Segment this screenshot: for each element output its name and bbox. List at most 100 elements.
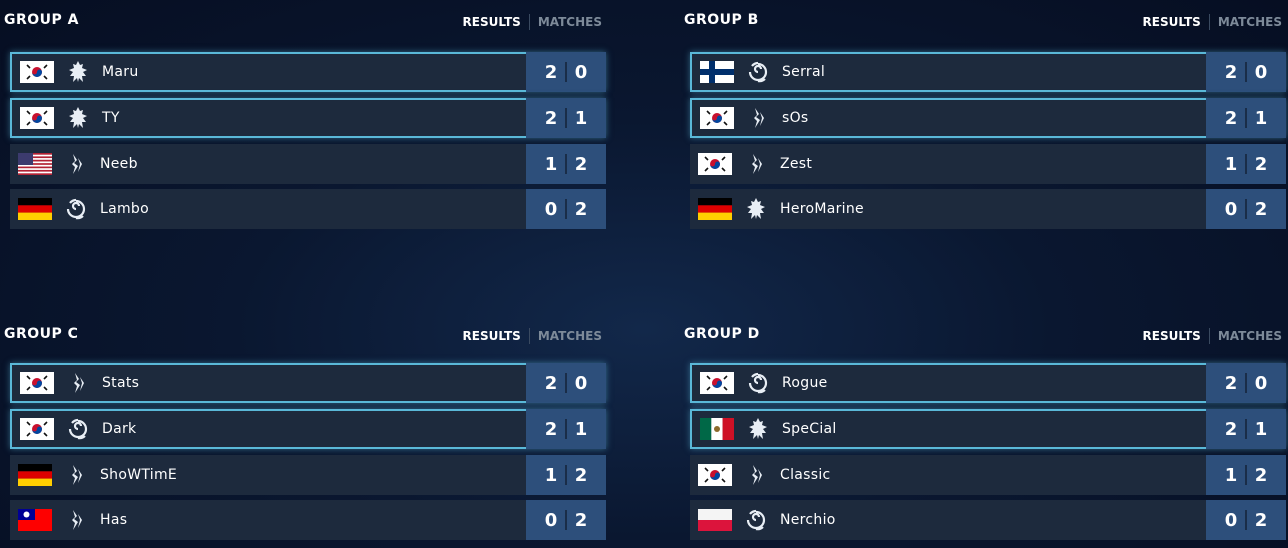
group-title: GROUP C <box>4 326 79 342</box>
losses: 2 <box>1254 464 1268 486</box>
flag-kr-icon <box>700 107 734 129</box>
tab-matches[interactable]: MATCHES <box>537 15 602 29</box>
terran-race-icon <box>744 197 768 221</box>
losses: 2 <box>574 464 588 486</box>
player-row[interactable]: HeroMarine 0 2 <box>690 189 1286 229</box>
tab-divider <box>528 328 530 344</box>
match-score: 1 2 <box>1206 455 1286 495</box>
tab-results[interactable]: RESULTS <box>462 329 521 343</box>
view-tabs: RESULTS MATCHES <box>455 328 602 344</box>
player-name[interactable]: Stats <box>102 375 140 391</box>
player-name[interactable]: Maru <box>102 64 139 80</box>
group-title: GROUP D <box>684 326 760 342</box>
tab-results[interactable]: RESULTS <box>1142 329 1201 343</box>
player-name[interactable]: SpeCial <box>782 421 837 437</box>
flag-kr-icon <box>20 372 54 394</box>
group-c: GROUP C RESULTS MATCHES Stats 2 0 Dark 2… <box>4 318 606 540</box>
group-title: GROUP A <box>4 12 80 28</box>
score-divider <box>565 154 567 174</box>
score-divider <box>565 373 567 393</box>
losses: 1 <box>574 107 588 129</box>
player-row[interactable]: Stats 2 0 <box>10 363 606 403</box>
score-divider <box>1245 154 1247 174</box>
player-name[interactable]: Rogue <box>782 375 828 391</box>
protoss-race-icon <box>746 106 770 130</box>
score-divider <box>1245 62 1247 82</box>
player-name[interactable]: Dark <box>102 421 137 437</box>
tab-matches[interactable]: MATCHES <box>1217 329 1282 343</box>
player-row[interactable]: Neeb 1 2 <box>10 144 606 184</box>
flag-kr-icon <box>698 464 732 486</box>
terran-race-icon <box>746 417 770 441</box>
match-score: 0 2 <box>1206 189 1286 229</box>
player-row[interactable]: Rogue 2 0 <box>690 363 1286 403</box>
player-name[interactable]: Zest <box>780 156 813 172</box>
player-name[interactable]: Nerchio <box>780 512 836 528</box>
player-row[interactable]: Nerchio 0 2 <box>690 500 1286 540</box>
tab-divider <box>528 14 530 30</box>
player-row[interactable]: Classic 1 2 <box>690 455 1286 495</box>
tab-results[interactable]: RESULTS <box>462 15 521 29</box>
flag-kr-icon <box>20 61 54 83</box>
match-score: 0 2 <box>526 500 606 540</box>
standings-list: Stats 2 0 Dark 2 1 ShoWTimE 1 2 Has 0 2 <box>10 363 606 546</box>
match-score: 1 2 <box>526 144 606 184</box>
standings-list: Serral 2 0 sOs 2 1 Zest 1 2 HeroMarine 0… <box>690 52 1286 235</box>
player-row[interactable]: Maru 2 0 <box>10 52 606 92</box>
match-score: 1 2 <box>1206 144 1286 184</box>
losses: 2 <box>574 509 588 531</box>
losses: 0 <box>574 372 588 394</box>
score-divider <box>565 419 567 439</box>
player-name[interactable]: Classic <box>780 467 831 483</box>
player-row[interactable]: sOs 2 1 <box>690 98 1286 138</box>
wins: 0 <box>1224 509 1238 531</box>
tab-matches[interactable]: MATCHES <box>537 329 602 343</box>
player-row[interactable]: Zest 1 2 <box>690 144 1286 184</box>
player-row[interactable]: Lambo 0 2 <box>10 189 606 229</box>
flag-fi-icon <box>700 61 734 83</box>
wins: 0 <box>544 198 558 220</box>
tab-matches[interactable]: MATCHES <box>1217 15 1282 29</box>
group-a: GROUP A RESULTS MATCHES Maru 2 0 TY 2 1 … <box>4 4 606 229</box>
player-name[interactable]: Lambo <box>100 201 149 217</box>
score-divider <box>565 199 567 219</box>
wins: 1 <box>1224 464 1238 486</box>
player-name[interactable]: Serral <box>782 64 826 80</box>
losses: 2 <box>1254 153 1268 175</box>
player-row[interactable]: Dark 2 1 <box>10 409 606 449</box>
losses: 2 <box>1254 198 1268 220</box>
player-name[interactable]: ShoWTimE <box>100 467 178 483</box>
terran-race-icon <box>66 60 90 84</box>
player-row[interactable]: Serral 2 0 <box>690 52 1286 92</box>
flag-mx-icon <box>700 418 734 440</box>
score-divider <box>1245 419 1247 439</box>
flag-pl-icon <box>698 509 732 531</box>
player-row[interactable]: SpeCial 2 1 <box>690 409 1286 449</box>
player-row[interactable]: Has 0 2 <box>10 500 606 540</box>
player-name[interactable]: Neeb <box>100 156 138 172</box>
zerg-race-icon <box>746 371 770 395</box>
match-score: 2 0 <box>1206 52 1286 92</box>
flag-de-icon <box>698 198 732 220</box>
player-row[interactable]: ShoWTimE 1 2 <box>10 455 606 495</box>
player-name[interactable]: TY <box>102 110 120 126</box>
wins: 1 <box>1224 153 1238 175</box>
view-tabs: RESULTS MATCHES <box>1135 14 1282 30</box>
player-name[interactable]: sOs <box>782 110 809 126</box>
wins: 1 <box>544 464 558 486</box>
match-score: 2 0 <box>526 363 606 403</box>
flag-tw-icon <box>18 509 52 531</box>
player-name[interactable]: HeroMarine <box>780 201 864 217</box>
losses: 0 <box>574 61 588 83</box>
flag-de-icon <box>18 464 52 486</box>
match-score: 2 0 <box>526 52 606 92</box>
protoss-race-icon <box>66 371 90 395</box>
flag-kr-icon <box>20 418 54 440</box>
group-header: GROUP C RESULTS MATCHES <box>4 318 602 352</box>
protoss-race-icon <box>64 152 88 176</box>
player-row[interactable]: TY 2 1 <box>10 98 606 138</box>
player-name[interactable]: Has <box>100 512 128 528</box>
match-score: 1 2 <box>526 455 606 495</box>
tab-results[interactable]: RESULTS <box>1142 15 1201 29</box>
group-b: GROUP B RESULTS MATCHES Serral 2 0 sOs 2… <box>684 4 1286 229</box>
